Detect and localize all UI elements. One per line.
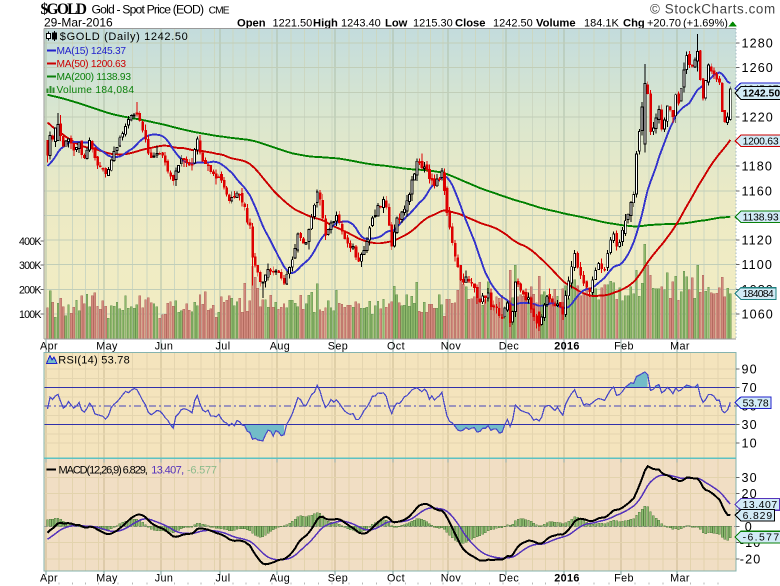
svg-text:+20.70: +20.70 [647, 18, 681, 30]
svg-text:30: 30 [742, 471, 758, 485]
svg-text:Mar: Mar [670, 341, 690, 353]
svg-text:6.829: 6.829 [743, 511, 773, 522]
svg-text:53.78: 53.78 [743, 398, 769, 409]
svg-text:30: 30 [742, 418, 758, 432]
svg-text:13.407,: 13.407, [151, 465, 184, 477]
svg-text:Low: Low [385, 18, 408, 30]
svg-text:100K: 100K [19, 309, 42, 321]
svg-text:-20: -20 [740, 552, 762, 566]
svg-text:1120: 1120 [742, 234, 773, 248]
svg-text:Gold - Spot Price (EOD): Gold - Spot Price (EOD) [92, 3, 205, 17]
svg-text:1160: 1160 [742, 184, 773, 198]
svg-text:Mar: Mar [670, 573, 690, 585]
svg-text:-6.577: -6.577 [743, 533, 780, 544]
svg-text:200K: 200K [19, 285, 42, 297]
svg-text:High: High [313, 18, 338, 30]
svg-text:Nov: Nov [441, 573, 462, 585]
svg-text:MA(50) 1200.63: MA(50) 1200.63 [57, 59, 127, 70]
svg-text:400K: 400K [19, 236, 42, 248]
svg-text:Oct: Oct [387, 573, 405, 585]
svg-text:1100: 1100 [742, 258, 773, 272]
svg-text:Feb: Feb [614, 573, 634, 585]
svg-text:1280: 1280 [742, 37, 774, 51]
svg-text:1220: 1220 [742, 110, 774, 124]
svg-text:Aug: Aug [270, 573, 290, 585]
svg-text:-6.577: -6.577 [187, 465, 217, 477]
svg-text:300K: 300K [19, 260, 42, 272]
svg-text:Jul: Jul [215, 573, 230, 585]
svg-text:2016: 2016 [554, 341, 580, 353]
svg-text:Apr: Apr [40, 341, 58, 353]
svg-text:1243.40: 1243.40 [341, 18, 381, 30]
svg-text:20: 20 [742, 487, 758, 501]
svg-text:Close: Close [455, 18, 485, 30]
svg-text:MA(15) 1245.37: MA(15) 1245.37 [57, 46, 127, 57]
svg-text:10: 10 [742, 437, 758, 451]
svg-text:Sep: Sep [328, 573, 348, 585]
svg-text:184084: 184084 [743, 289, 774, 300]
svg-text:Aug: Aug [270, 341, 290, 353]
svg-text:1060: 1060 [742, 308, 774, 322]
svg-text:90: 90 [742, 363, 758, 377]
svg-text:1242.50: 1242.50 [743, 89, 780, 100]
svg-text:Jun: Jun [155, 573, 174, 585]
svg-text:Apr: Apr [40, 573, 58, 585]
svg-text:RSI(14) 53.78: RSI(14) 53.78 [58, 355, 130, 367]
svg-text:Chg: Chg [623, 18, 645, 30]
svg-text:Open: Open [237, 18, 266, 30]
svg-text:Jun: Jun [155, 341, 174, 353]
svg-text:May: May [96, 573, 118, 585]
svg-text:May: May [96, 341, 118, 353]
svg-text:Dec: Dec [499, 341, 520, 353]
svg-text:Nov: Nov [441, 341, 462, 353]
svg-text:1200.63: 1200.63 [743, 137, 779, 148]
svg-text:CME: CME [209, 6, 230, 17]
svg-text:1138.93: 1138.93 [743, 213, 779, 224]
svg-text:(+1.69%): (+1.69%) [683, 18, 728, 30]
svg-text:2016: 2016 [554, 573, 580, 585]
svg-text:13.407: 13.407 [743, 500, 778, 511]
svg-text:Sep: Sep [328, 341, 348, 353]
svg-text:184.1K: 184.1K [584, 18, 620, 30]
svg-text:© StockCharts.com: © StockCharts.com [650, 2, 776, 17]
svg-text:29-Mar-2016: 29-Mar-2016 [44, 16, 113, 30]
svg-text:MACD(12,26,9) 6.829,: MACD(12,26,9) 6.829, [59, 465, 148, 477]
svg-text:Jul: Jul [215, 341, 230, 353]
svg-text:1260: 1260 [742, 61, 774, 75]
svg-text:$GOLD: $GOLD [41, 1, 88, 18]
svg-text:1242.50: 1242.50 [493, 18, 533, 30]
svg-text:$GOLD (Daily) 1242.50: $GOLD (Daily) 1242.50 [60, 31, 188, 43]
svg-text:0: 0 [745, 520, 753, 534]
svg-text:1215.30: 1215.30 [413, 18, 453, 30]
svg-text:Oct: Oct [387, 341, 405, 353]
svg-text:Feb: Feb [614, 341, 634, 353]
svg-text:Volume: Volume [536, 18, 576, 30]
svg-text:70: 70 [742, 381, 758, 395]
svg-text:MA(200) 1138.93: MA(200) 1138.93 [57, 72, 132, 83]
svg-text:1180: 1180 [742, 160, 773, 174]
svg-text:Dec: Dec [499, 573, 520, 585]
svg-text:Volume 184,084: Volume 184,084 [57, 85, 135, 96]
svg-text:1221.50: 1221.50 [273, 18, 313, 30]
